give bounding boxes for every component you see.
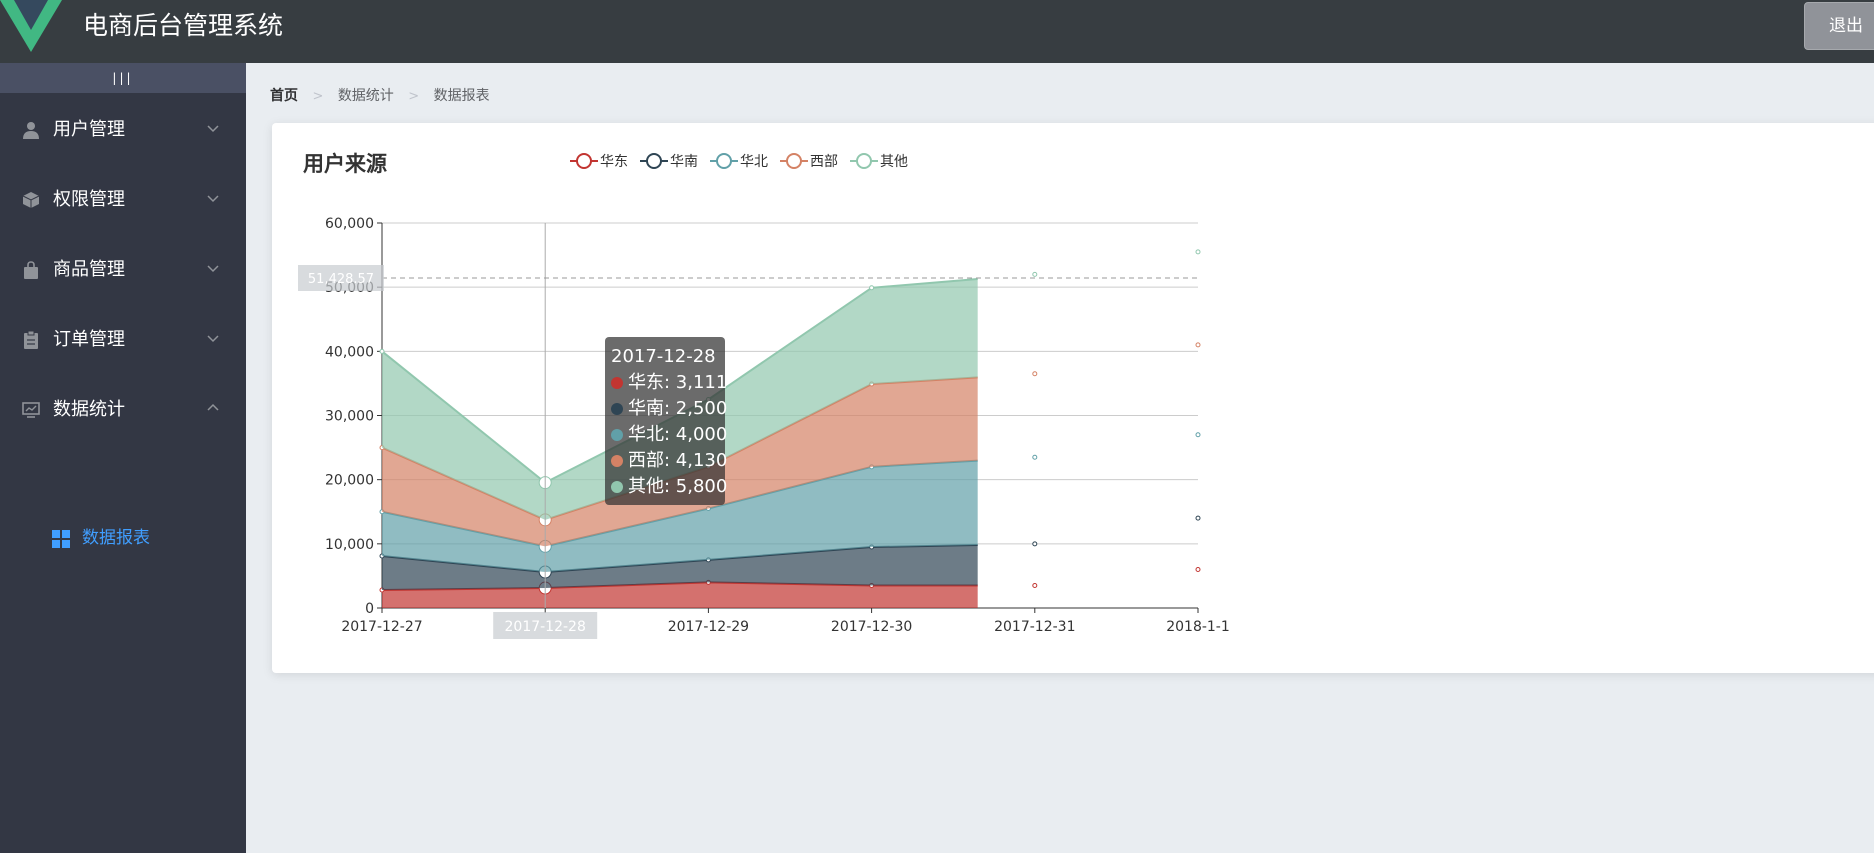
tooltip-row: 西部: 4,130 — [611, 448, 728, 474]
legend-marker-icon — [850, 153, 878, 169]
logout-button[interactable]: 退出 — [1804, 2, 1874, 50]
chart-tooltip: 2017-12-28 华东: 3,111 华南: 2,500 华北: 4,000… — [605, 337, 728, 505]
chevron-up-icon — [207, 403, 219, 411]
tooltip-row: 华东: 3,111 — [611, 370, 728, 396]
chevron-down-icon — [207, 265, 219, 273]
breadcrumb: 首页 > 数据统计 > 数据报表 — [270, 84, 490, 108]
monitor-chart-icon — [22, 402, 40, 418]
chevron-down-icon — [207, 335, 219, 343]
series-dot-icon — [611, 377, 623, 389]
legend-label: 华南 — [670, 154, 698, 170]
vue-logo-icon — [0, 0, 62, 52]
breadcrumb-separator-icon: > — [408, 89, 420, 104]
legend-label: 西部 — [810, 154, 838, 170]
legend-item-huadong[interactable]: 华东 — [570, 150, 628, 172]
breadcrumb-home-link[interactable]: 首页 — [270, 88, 298, 104]
legend-marker-icon — [710, 153, 738, 169]
sidebar-item-label: 数据统计 — [53, 399, 125, 420]
chevron-down-icon — [207, 125, 219, 133]
sidebar-item-label: 订单管理 — [53, 329, 125, 350]
chart-title: 用户来源 — [303, 152, 387, 176]
tooltip-row-text: 华东: 3,111 — [628, 372, 728, 393]
chart-legend: 华东 华南 华北 西部 其他 — [570, 150, 920, 172]
clipboard-icon — [24, 331, 38, 349]
breadcrumb-separator-icon: > — [312, 89, 324, 104]
sidebar-item-statistics[interactable]: 数据统计 — [0, 375, 246, 445]
legend-item-huabei[interactable]: 华北 — [710, 150, 768, 172]
sidebar: ||| 用户管理 权限管理 商品管理 — [0, 63, 246, 853]
legend-marker-icon — [640, 153, 668, 169]
legend-marker-icon — [570, 153, 598, 169]
legend-item-xibu[interactable]: 西部 — [780, 150, 838, 172]
tooltip-row-text: 其他: 5,800 — [628, 476, 728, 497]
grid-icon — [52, 530, 70, 548]
bag-icon — [24, 261, 38, 279]
tooltip-row-text: 华南: 2,500 — [628, 398, 728, 419]
legend-label: 华东 — [600, 154, 628, 170]
app-header: 电商后台管理系统 退出 — [0, 0, 1874, 63]
legend-item-huanan[interactable]: 华南 — [640, 150, 698, 172]
sidebar-subitem-data-report[interactable]: 数据报表 — [0, 505, 246, 571]
legend-item-qita[interactable]: 其他 — [850, 150, 908, 172]
series-dot-icon — [611, 455, 623, 467]
user-icon — [23, 122, 39, 139]
app-title: 电商后台管理系统 — [83, 11, 284, 40]
legend-label: 其他 — [880, 154, 908, 170]
sidebar-item-label: 用户管理 — [53, 119, 125, 140]
tooltip-row: 华北: 4,000 — [611, 422, 728, 448]
tooltip-title: 2017-12-28 — [611, 346, 716, 367]
sidebar-item-users[interactable]: 用户管理 — [0, 95, 246, 165]
sidebar-item-orders[interactable]: 订单管理 — [0, 305, 246, 375]
sidebar-subitem-label: 数据报表 — [82, 528, 150, 548]
legend-label: 华北 — [740, 154, 768, 170]
sidebar-item-goods[interactable]: 商品管理 — [0, 235, 246, 305]
tooltip-row-text: 华北: 4,000 — [628, 424, 728, 445]
legend-marker-icon — [780, 153, 808, 169]
series-dot-icon — [611, 481, 623, 493]
tooltip-row: 其他: 5,800 — [611, 474, 728, 500]
sidebar-collapse-toggle[interactable]: ||| — [0, 63, 246, 93]
series-dot-icon — [611, 403, 623, 415]
breadcrumb-item: 数据报表 — [433, 88, 490, 104]
tooltip-row: 华南: 2,500 — [611, 396, 728, 422]
sidebar-item-label: 商品管理 — [53, 259, 125, 280]
chart-card — [272, 123, 1874, 673]
series-dot-icon — [611, 429, 623, 441]
tooltip-row-text: 西部: 4,130 — [628, 450, 728, 471]
sidebar-item-permissions[interactable]: 权限管理 — [0, 165, 246, 235]
box-icon — [22, 192, 40, 208]
chevron-down-icon — [207, 195, 219, 203]
sidebar-item-label: 权限管理 — [53, 189, 125, 210]
breadcrumb-item: 数据统计 — [337, 88, 394, 104]
